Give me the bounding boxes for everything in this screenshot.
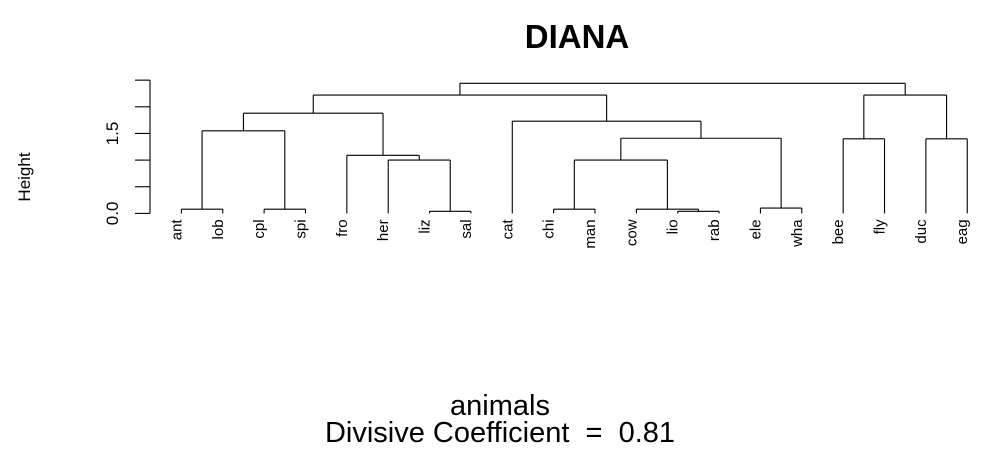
svg-text:man: man bbox=[582, 219, 599, 248]
svg-text:cat: cat bbox=[499, 219, 516, 240]
svg-text:lob: lob bbox=[210, 219, 227, 239]
svg-text:cpl: cpl bbox=[251, 219, 268, 238]
svg-text:fro: fro bbox=[334, 219, 351, 237]
svg-text:0.0: 0.0 bbox=[103, 202, 122, 226]
svg-text:sal: sal bbox=[458, 219, 475, 238]
svg-text:cow: cow bbox=[623, 219, 640, 246]
svg-text:duc: duc bbox=[913, 219, 930, 244]
svg-text:her: her bbox=[375, 219, 392, 241]
svg-text:ant: ant bbox=[168, 219, 185, 241]
svg-text:spi: spi bbox=[292, 219, 309, 238]
svg-text:rab: rab bbox=[706, 219, 723, 241]
svg-text:chi: chi bbox=[541, 219, 558, 238]
svg-text:liz: liz bbox=[417, 219, 434, 233]
svg-text:wha: wha bbox=[789, 219, 806, 248]
svg-text:bee: bee bbox=[830, 219, 847, 244]
svg-text:eag: eag bbox=[954, 219, 971, 244]
svg-text:lio: lio bbox=[665, 219, 682, 234]
svg-text:ele: ele bbox=[747, 219, 764, 239]
svg-text:fly: fly bbox=[872, 219, 889, 235]
svg-text:Height: Height bbox=[15, 152, 34, 201]
svg-text:1.5: 1.5 bbox=[103, 122, 122, 146]
